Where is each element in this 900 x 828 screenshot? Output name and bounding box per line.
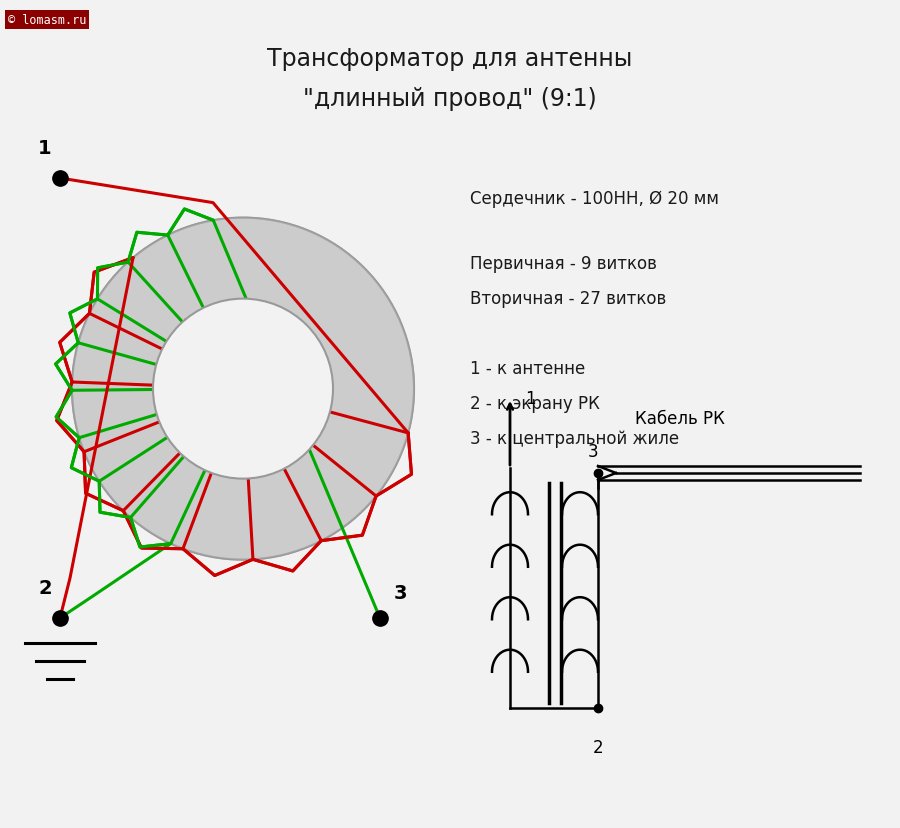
Text: 1 - к антенне: 1 - к антенне bbox=[470, 359, 585, 378]
Text: Вторичная - 27 витков: Вторичная - 27 витков bbox=[470, 290, 666, 308]
Circle shape bbox=[153, 299, 333, 479]
Text: © lomasm.ru: © lomasm.ru bbox=[8, 14, 86, 27]
Text: Трансформатор для антенны: Трансформатор для антенны bbox=[267, 47, 633, 71]
Text: 2 - к экрану РК: 2 - к экрану РК bbox=[470, 394, 600, 412]
Text: 3 - к центральной жиле: 3 - к центральной жиле bbox=[470, 430, 680, 447]
Text: Кабель РК: Кабель РК bbox=[635, 410, 724, 427]
Text: 1: 1 bbox=[38, 139, 52, 158]
Text: 3: 3 bbox=[588, 442, 598, 460]
Text: 2: 2 bbox=[593, 738, 603, 756]
Text: 3: 3 bbox=[393, 584, 407, 603]
Text: Первичная - 9 витков: Первичная - 9 витков bbox=[470, 255, 657, 272]
Text: 1: 1 bbox=[525, 389, 535, 407]
Text: "длинный провод" (9:1): "длинный провод" (9:1) bbox=[303, 87, 597, 111]
Circle shape bbox=[72, 219, 414, 560]
Text: 2: 2 bbox=[38, 579, 52, 598]
Text: Сердечник - 100НН, Ø 20 мм: Сердечник - 100НН, Ø 20 мм bbox=[470, 190, 719, 208]
Circle shape bbox=[72, 219, 414, 560]
